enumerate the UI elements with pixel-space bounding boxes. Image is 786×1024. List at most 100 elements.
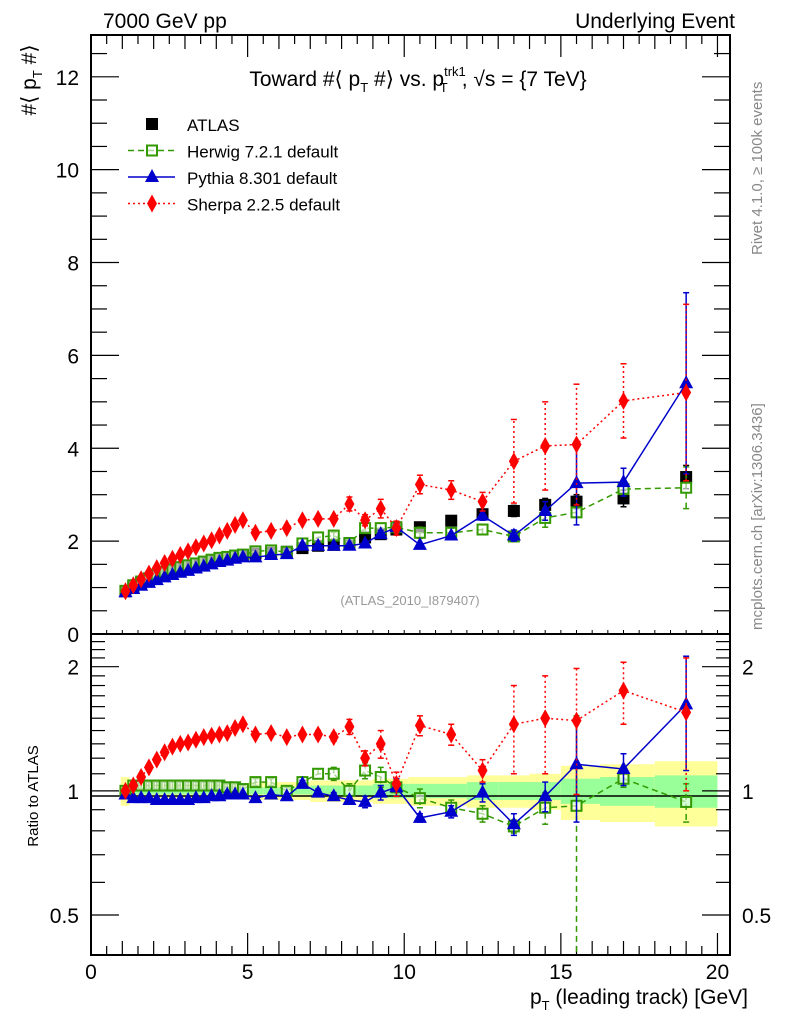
rivet-version-label: Rivet 4.1.0, ≥ 100k events xyxy=(749,82,766,255)
data-point xyxy=(235,549,250,563)
mcplots-source-label: mcplots.cern.ch [arXiv:1306.3436] xyxy=(749,403,766,630)
ratio-point xyxy=(391,774,402,793)
x-axis-title: pT (leading track) [GeV] xyxy=(530,986,748,1013)
y-tick-label: 0 xyxy=(67,624,79,647)
ratio-point xyxy=(230,719,241,738)
data-point xyxy=(681,383,692,402)
ratio-point xyxy=(475,784,490,798)
ratio-point xyxy=(143,758,154,777)
data-point xyxy=(295,537,310,551)
ratio-point xyxy=(508,715,519,734)
main-y-axis-title: #⟨ pT #⟩ xyxy=(18,44,45,115)
ratio-point xyxy=(328,728,339,747)
analysis-id-watermark: (ATLAS_2010_I879407) xyxy=(340,593,479,608)
data-point xyxy=(266,521,277,540)
ratio-point xyxy=(311,784,326,798)
ratio-point xyxy=(569,756,584,770)
data-point xyxy=(391,519,402,538)
x-tick-label: 10 xyxy=(393,961,416,984)
x-tick-label: 20 xyxy=(706,961,729,984)
data-point xyxy=(151,559,162,578)
data-point xyxy=(183,542,194,561)
ratio-point xyxy=(190,730,201,749)
data-point xyxy=(297,511,308,530)
ratio-point xyxy=(326,788,341,802)
ratio-point xyxy=(373,784,388,798)
data-point xyxy=(214,526,225,545)
ratio-point xyxy=(342,792,357,806)
ratio-y-tick-label-right: 2 xyxy=(742,657,754,680)
ratio-point xyxy=(375,734,386,753)
ratio-point xyxy=(295,775,310,789)
data-point xyxy=(342,537,357,551)
data-point xyxy=(507,504,520,517)
data-point xyxy=(222,521,233,540)
ratio-point xyxy=(681,703,692,722)
data-point xyxy=(344,494,355,513)
data-point xyxy=(412,536,427,550)
data-point xyxy=(506,527,521,541)
ratio-point xyxy=(151,750,162,769)
ratio-y-tick-label: 1 xyxy=(67,781,79,804)
ratio-point xyxy=(680,795,693,808)
ratio-series-sherpa xyxy=(120,657,692,800)
y-tick-label: 2 xyxy=(67,531,79,554)
legend-label: Pythia 8.301 default xyxy=(187,169,338,188)
ratio-band-inner xyxy=(560,778,601,804)
x-tick-label: 15 xyxy=(549,961,572,984)
ratio-y-tick-label-right: 1 xyxy=(742,781,754,804)
ratio-point xyxy=(235,786,250,800)
ratio-point xyxy=(249,776,262,789)
ratio-point xyxy=(444,803,459,817)
data-point xyxy=(444,527,459,541)
data-point xyxy=(414,475,425,494)
data-point xyxy=(375,499,386,518)
data-point xyxy=(476,523,489,536)
data-point xyxy=(358,535,373,549)
data-point xyxy=(248,549,263,563)
ratio-y-axis-title: Ratio to ATLAS xyxy=(25,745,42,846)
ratio-point xyxy=(618,681,629,700)
ratio-point xyxy=(167,737,178,756)
data-point xyxy=(616,474,631,488)
ratio-point xyxy=(446,725,457,744)
ratio-point xyxy=(344,717,355,736)
data-point xyxy=(508,452,519,471)
ratio-point xyxy=(183,733,194,752)
data-point xyxy=(250,523,261,542)
data-point xyxy=(328,509,339,528)
data-point xyxy=(136,570,147,589)
data-point xyxy=(313,509,324,528)
data-point xyxy=(175,546,186,565)
ratio-point xyxy=(264,786,279,800)
data-point xyxy=(680,481,693,494)
ratio-point xyxy=(616,760,631,774)
ratio-point xyxy=(540,709,551,728)
data-point xyxy=(445,514,458,527)
ratio-point xyxy=(571,711,582,730)
data-point xyxy=(413,526,426,539)
ratio-y-tick-label-right: 0.5 xyxy=(742,905,771,928)
data-point xyxy=(446,481,457,500)
ratio-point xyxy=(679,696,694,710)
data-point xyxy=(540,436,551,455)
ratio-point xyxy=(159,743,170,762)
ratio-y-tick-label: 0.5 xyxy=(50,905,79,928)
ratio-panel: 0.5 0.51 12 20 5 10 15 20 xyxy=(50,633,771,984)
ratio-series-pythia xyxy=(118,655,694,837)
legend-marker xyxy=(146,144,158,157)
ratio-point xyxy=(141,790,156,804)
legend-marker xyxy=(145,169,159,182)
y-tick-label: 4 xyxy=(67,438,79,461)
data-point xyxy=(279,546,294,560)
ratio-point xyxy=(266,724,277,743)
ratio-point xyxy=(237,715,248,734)
data-point xyxy=(326,537,341,551)
ratio-point xyxy=(222,724,233,743)
data-point xyxy=(373,526,388,540)
legend-label: Sherpa 2.2.5 default xyxy=(187,196,340,215)
y-tick-label: 8 xyxy=(67,253,79,276)
legend-marker xyxy=(146,118,158,130)
